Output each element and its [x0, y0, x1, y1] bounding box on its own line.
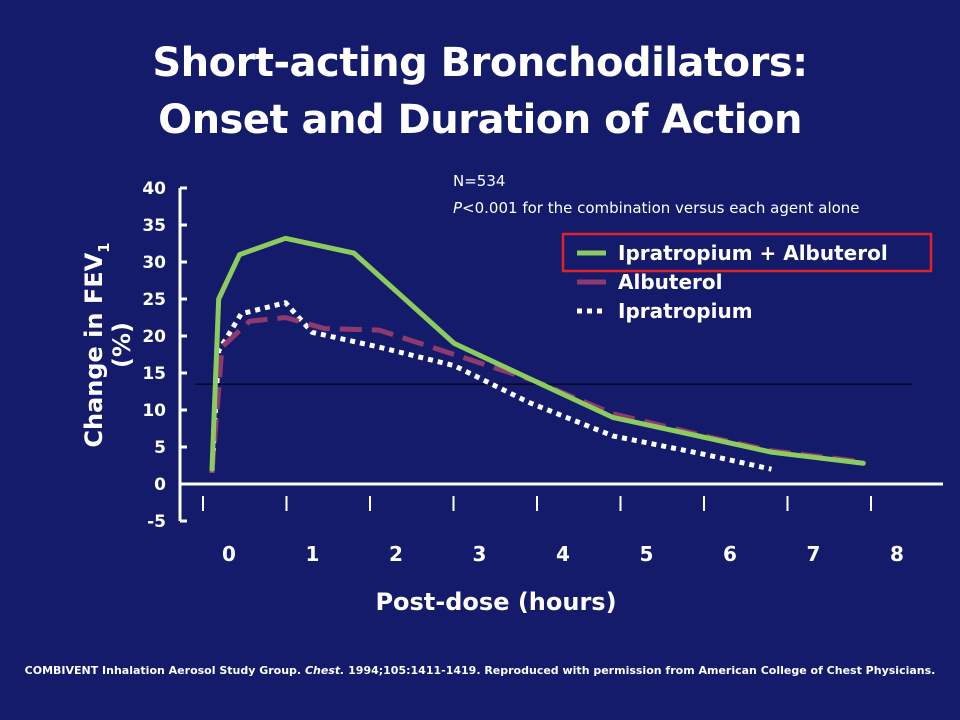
- y-tick-label: 35: [142, 216, 166, 236]
- p-value-italic: P: [453, 199, 463, 217]
- x-tick-label: 5: [640, 542, 654, 566]
- y-tick-label: 40: [142, 179, 166, 199]
- x-tick-label: 2: [389, 542, 403, 566]
- y-axis-label-unit: (%): [108, 322, 136, 368]
- axes-layer: 40 35 30 25 20 15 10 5 0 -5 0 1 2 3 4 5 6 7 8: [142, 179, 943, 566]
- legend-ipratropium-label: Ipratropium: [618, 299, 753, 323]
- x-tick-label: 8: [890, 542, 904, 566]
- p-value-note: P<0.001 for the combination versus each …: [453, 199, 860, 217]
- x-tick-label: 0: [222, 542, 236, 566]
- citation-authors: COMBIVENT Inhalation Aerosol Study Group…: [24, 664, 305, 677]
- y-tick-label: 20: [142, 327, 166, 347]
- y-tick-label: 10: [142, 401, 166, 421]
- y-tick-label: -5: [147, 512, 166, 532]
- y-axis-label-main: Change in FEV: [80, 252, 108, 447]
- series-layer: [209, 235, 866, 474]
- legend-albuterol-label: Albuterol: [618, 270, 722, 294]
- citation-footnote: COMBIVENT Inhalation Aerosol Study Group…: [0, 664, 960, 677]
- y-tick-label: 30: [142, 253, 166, 273]
- y-tick-label: 25: [142, 290, 166, 310]
- y-tick-label: 15: [142, 364, 166, 384]
- x-tick-label: 4: [556, 542, 570, 566]
- y-tick-label: 0: [154, 475, 166, 495]
- citation-journal: Chest.: [304, 664, 345, 677]
- slide-title-line2: Onset and Duration of Action: [158, 97, 802, 143]
- slide-title-line1: Short-acting Bronchodilators:: [152, 40, 808, 86]
- y-tick-label: 5: [154, 438, 166, 458]
- x-tick-label: 1: [306, 542, 320, 566]
- legend: Ipratropium + Albuterol Albuterol Ipratrop…: [561, 232, 933, 323]
- legend-highlight-box: [561, 232, 933, 273]
- p-value-text: <0.001 for the combination versus each a…: [462, 199, 860, 217]
- x-tick-label: 6: [723, 542, 737, 566]
- series-line-ipratropium-albuterol: [209, 235, 866, 472]
- y-axis-label: Change in FEV1: [80, 242, 113, 447]
- y-axis-label-subscript: 1: [95, 242, 113, 252]
- x-tick-label: 7: [807, 542, 821, 566]
- x-axis-label: Post-dose (hours): [375, 588, 616, 616]
- sample-size-note: N=534: [453, 172, 506, 190]
- citation-details: 1994;105:1411-1419. Reproduced with perm…: [344, 664, 936, 677]
- series-line-ipratropium: [209, 300, 772, 474]
- x-tick-label: 3: [473, 542, 487, 566]
- legend-ipratropium-albuterol-label: Ipratropium + Albuterol: [618, 241, 888, 265]
